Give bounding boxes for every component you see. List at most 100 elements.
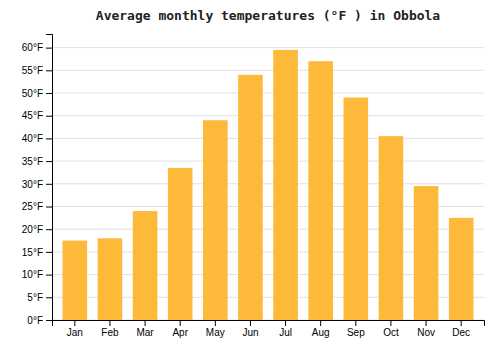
y-tick-label: 25°F	[22, 201, 43, 212]
y-tick: 50°F	[22, 88, 52, 99]
y-tick: 55°F	[22, 65, 52, 76]
y-axis-line	[46, 35, 53, 321]
chart: 0°F 5°F 10°F 15°F 20°F 25°F 30°F 35°F 40°F 45°F 50…	[0, 0, 500, 350]
x-tick-label: Jan	[67, 327, 83, 338]
x-tick-mark	[355, 320, 356, 326]
x-tick-mark	[74, 320, 75, 326]
y-tick: 15°F	[22, 247, 52, 258]
x-tick-mark	[426, 320, 427, 326]
x-tick: Jul	[279, 320, 292, 338]
grid-line	[52, 183, 484, 184]
bar	[133, 211, 158, 320]
title: Average monthly temperatures (°F ) in Ob…	[96, 8, 441, 23]
bar	[414, 186, 439, 320]
bar	[63, 241, 88, 320]
x-tick-label: May	[206, 327, 225, 338]
y-tick: 5°F	[27, 292, 52, 303]
x-tick-label: Dec	[452, 327, 470, 338]
x-axis: Jan Feb Mar Apr May Jun Jul Aug Sep Oct Nov Dec	[53, 320, 485, 338]
y-tick-label: 30°F	[22, 179, 43, 190]
x-tick-label: Nov	[417, 327, 435, 338]
x-axis-line	[53, 321, 485, 327]
y-tick-label: 35°F	[22, 156, 43, 167]
y-tick-mark	[46, 70, 52, 71]
bar	[344, 98, 369, 320]
y-tick-label: 10°F	[22, 269, 43, 280]
bar	[203, 120, 228, 320]
x-tick-mark	[250, 320, 251, 326]
x-tick: May	[206, 320, 225, 338]
x-tick-mark	[285, 320, 286, 326]
grid-line	[52, 47, 484, 48]
y-tick-mark	[46, 207, 52, 208]
grid-line	[52, 161, 484, 162]
y-tick-mark	[46, 116, 52, 117]
x-tick: Jan	[67, 320, 83, 338]
y-tick: 30°F	[22, 179, 52, 190]
x-tick-label: Mar	[136, 327, 154, 338]
y-tick-mark	[46, 252, 52, 253]
x-tick: Feb	[101, 320, 119, 338]
grid	[52, 48, 484, 320]
y-tick-mark	[46, 48, 52, 49]
x-tick: Aug	[312, 320, 330, 338]
x-tick-mark	[215, 320, 216, 326]
y-tick-label: 60°F	[22, 42, 43, 53]
y-tick-mark	[46, 184, 52, 185]
x-tick: Apr	[172, 320, 188, 338]
x-tick: Oct	[383, 320, 399, 338]
x-tick-label: Apr	[172, 327, 188, 338]
x-tick-label: Jul	[279, 327, 292, 338]
x-tick-label: Oct	[383, 327, 399, 338]
bar	[238, 75, 263, 320]
plot: 0°F 5°F 10°F 15°F 20°F 25°F 30°F 35°F 40°F 45°F 50…	[22, 35, 485, 339]
grid-line	[52, 93, 484, 94]
y-axis: 0°F 5°F 10°F 15°F 20°F 25°F 30°F 35°F 40°F 45°F 50…	[22, 35, 53, 326]
x-tick: Mar	[136, 320, 154, 338]
x-tick-mark	[390, 320, 391, 326]
x-tick-label: Aug	[312, 327, 330, 338]
y-tick-mark	[46, 138, 52, 139]
bar	[379, 136, 404, 320]
y-tick: 10°F	[22, 269, 52, 280]
bar	[168, 168, 193, 320]
y-tick-label: 50°F	[22, 88, 43, 99]
x-tick-label: Sep	[347, 327, 365, 338]
x-tick-mark	[320, 320, 321, 326]
x-tick-label: Jun	[242, 327, 258, 338]
grid-line	[52, 138, 484, 139]
bar	[98, 238, 123, 320]
y-tick-label: 5°F	[27, 292, 43, 303]
y-tick-mark	[46, 93, 52, 94]
bar	[308, 61, 333, 320]
x-tick-label: Feb	[101, 327, 119, 338]
y-tick: 25°F	[22, 201, 52, 212]
bars	[63, 50, 474, 320]
x-tick: Jun	[242, 320, 258, 338]
grid-line	[52, 115, 484, 116]
y-tick-mark	[46, 229, 52, 230]
y-tick-mark	[46, 297, 52, 298]
y-tick: 35°F	[22, 156, 52, 167]
x-tick: Dec	[452, 320, 470, 338]
y-tick-mark	[46, 275, 52, 276]
x-tick: Nov	[417, 320, 435, 338]
x-tick-mark	[180, 320, 181, 326]
x-tick: Sep	[347, 320, 365, 338]
y-tick: 20°F	[22, 224, 52, 235]
y-tick: 40°F	[22, 133, 52, 144]
y-tick: 60°F	[22, 42, 52, 53]
grid-line	[52, 70, 484, 71]
y-tick: 0°F	[27, 315, 52, 326]
y-tick-label: 0°F	[27, 315, 43, 326]
y-tick-mark	[46, 161, 52, 162]
y-tick-label: 20°F	[22, 224, 43, 235]
x-tick-mark	[145, 320, 146, 326]
y-tick-label: 15°F	[22, 247, 43, 258]
y-tick: 45°F	[22, 110, 52, 121]
y-tick-label: 40°F	[22, 133, 43, 144]
bar	[273, 50, 298, 320]
y-tick-label: 45°F	[22, 110, 43, 121]
y-tick-label: 55°F	[22, 65, 43, 76]
y-tick-mark	[46, 320, 52, 321]
